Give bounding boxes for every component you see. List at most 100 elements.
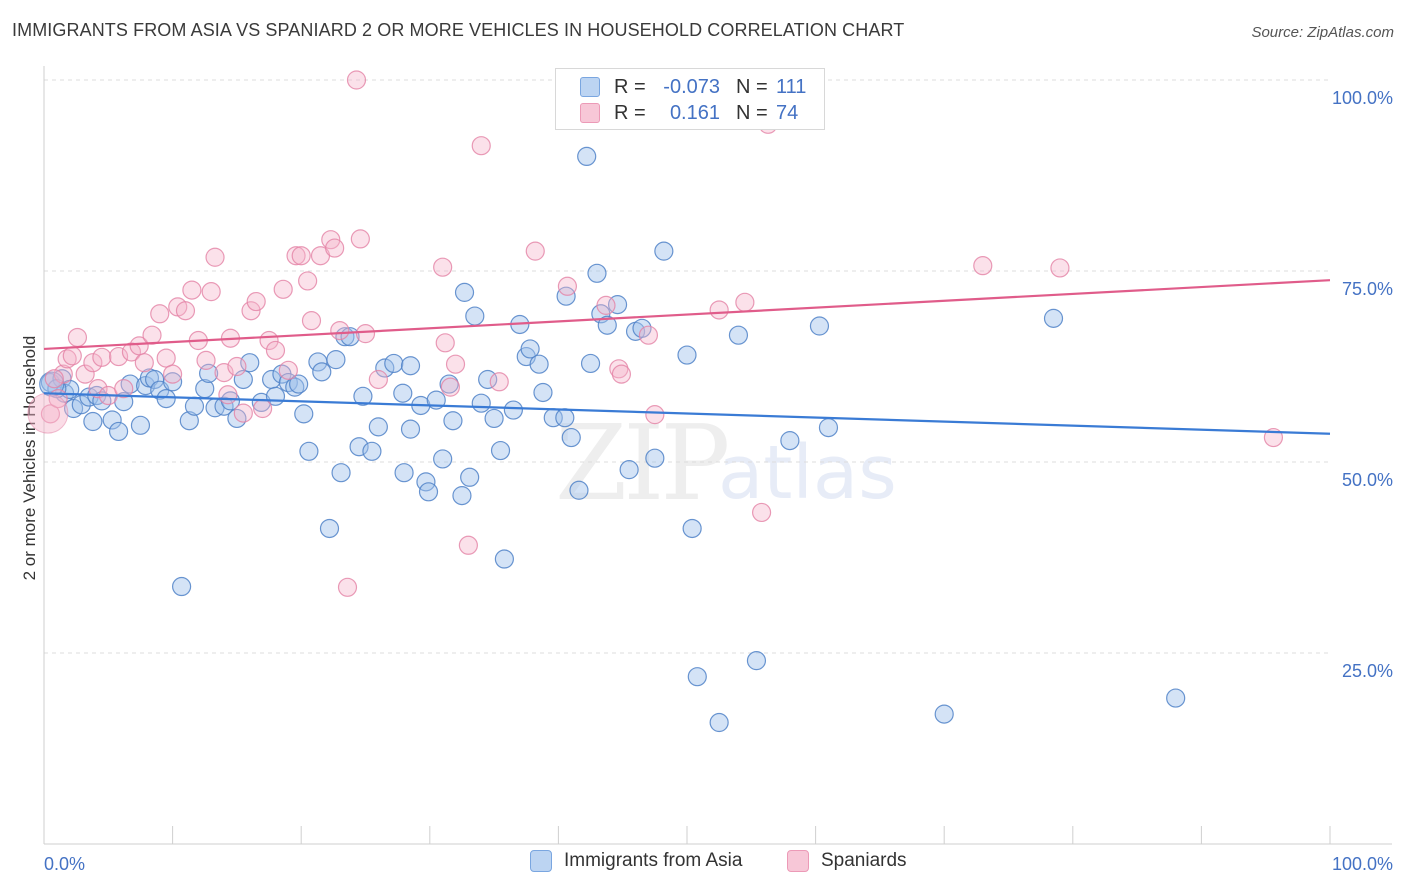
- data-point: [597, 315, 617, 335]
- data-point: [709, 712, 729, 733]
- data-point: [478, 369, 498, 390]
- data-point: [163, 364, 183, 384]
- data-point: [400, 419, 421, 439]
- data-point: [227, 356, 247, 377]
- data-point: [349, 437, 369, 457]
- n-label: N =: [736, 101, 768, 124]
- watermark-atlas: atlas: [718, 430, 897, 516]
- data-point: [393, 383, 413, 403]
- trend-line-spaniards: [43, 279, 1331, 351]
- correlation-legend: R = -0.073 N = 111 R = 0.161 N = 74: [555, 68, 825, 130]
- y-tick-label: 25.0%: [1342, 661, 1393, 681]
- data-point: [325, 238, 345, 258]
- r-value: 0.161: [669, 101, 720, 124]
- data-point: [142, 325, 162, 345]
- data-point: [205, 247, 225, 267]
- data-point: [471, 136, 491, 156]
- data-point: [368, 417, 388, 437]
- data-point: [201, 282, 221, 302]
- legend-row-spaniards: R = 0.161 N = 74: [580, 100, 798, 126]
- data-point: [326, 350, 346, 370]
- axes: [43, 66, 1392, 845]
- data-point: [319, 518, 340, 539]
- data-point: [471, 393, 491, 413]
- r-value: -0.073: [663, 75, 720, 98]
- n-value: 74: [776, 101, 799, 124]
- data-point: [682, 518, 702, 539]
- data-point: [298, 271, 318, 291]
- data-point: [179, 411, 199, 431]
- data-point: [337, 577, 358, 597]
- data-point: [218, 385, 238, 405]
- data-point: [557, 276, 578, 296]
- data-point: [1050, 258, 1070, 278]
- data-point: [400, 356, 421, 376]
- trend-line-asia: [43, 392, 1331, 435]
- data-point: [709, 300, 729, 320]
- data-point: [294, 404, 314, 424]
- data-point: [108, 421, 129, 442]
- data-point: [156, 388, 176, 409]
- data-point: [619, 460, 639, 480]
- data-point: [265, 340, 286, 361]
- data-point: [150, 304, 170, 324]
- data-point: [465, 306, 485, 326]
- data-point: [156, 348, 176, 368]
- data-point: [973, 256, 993, 276]
- trend-lines: [43, 279, 1331, 435]
- r-label: R =: [614, 101, 646, 124]
- data-point: [350, 229, 370, 249]
- data-point: [227, 408, 247, 429]
- tick-labels: 25.0% 50.0% 75.0% 100.0% 0.0% 100.0%: [44, 88, 1393, 874]
- data-point: [433, 257, 453, 277]
- data-point: [587, 263, 607, 283]
- data-point: [555, 408, 575, 428]
- data-point: [489, 372, 509, 392]
- data-point: [57, 349, 77, 369]
- data-point: [454, 282, 475, 302]
- data-point: [40, 404, 61, 424]
- legend-swatch-pink: [580, 103, 600, 123]
- data-point: [88, 379, 108, 399]
- data-point: [53, 364, 73, 384]
- legend-item-asia: Immigrants from Asia: [530, 850, 742, 872]
- data-point: [353, 386, 373, 406]
- data-point: [525, 241, 545, 261]
- data-point: [182, 280, 202, 300]
- data-point: [299, 441, 319, 461]
- data-point: [175, 301, 196, 321]
- data-point: [92, 391, 112, 411]
- data-point: [312, 362, 332, 382]
- r-label: R =: [614, 75, 646, 98]
- data-point: [114, 379, 134, 399]
- data-point: [368, 369, 388, 390]
- data-point: [735, 292, 755, 312]
- data-point: [687, 667, 707, 687]
- data-point: [253, 398, 273, 419]
- data-point: [233, 403, 253, 423]
- source-label: Source: ZipAtlas.com: [1251, 24, 1394, 41]
- data-point: [458, 535, 478, 555]
- data-point: [746, 651, 767, 671]
- data-point: [809, 316, 830, 336]
- data-point: [460, 467, 480, 487]
- data-point: [196, 350, 216, 370]
- y-tick-label: 100.0%: [1332, 88, 1393, 108]
- x-tick-label-min: 0.0%: [44, 854, 85, 874]
- legend-swatch-pink: [787, 850, 809, 872]
- n-label: N =: [736, 75, 768, 98]
- data-point: [490, 440, 511, 461]
- legend-swatch-blue: [530, 850, 552, 872]
- data-point: [108, 346, 129, 367]
- data-point: [569, 480, 589, 500]
- data-point: [71, 395, 91, 415]
- data-point: [394, 463, 414, 483]
- data-point: [556, 286, 576, 306]
- data-point: [580, 353, 601, 374]
- data-point: [75, 364, 95, 384]
- data-point: [240, 353, 260, 373]
- data-point: [44, 369, 64, 389]
- data-point: [163, 372, 183, 392]
- data-point: [728, 325, 749, 345]
- data-point: [83, 411, 103, 432]
